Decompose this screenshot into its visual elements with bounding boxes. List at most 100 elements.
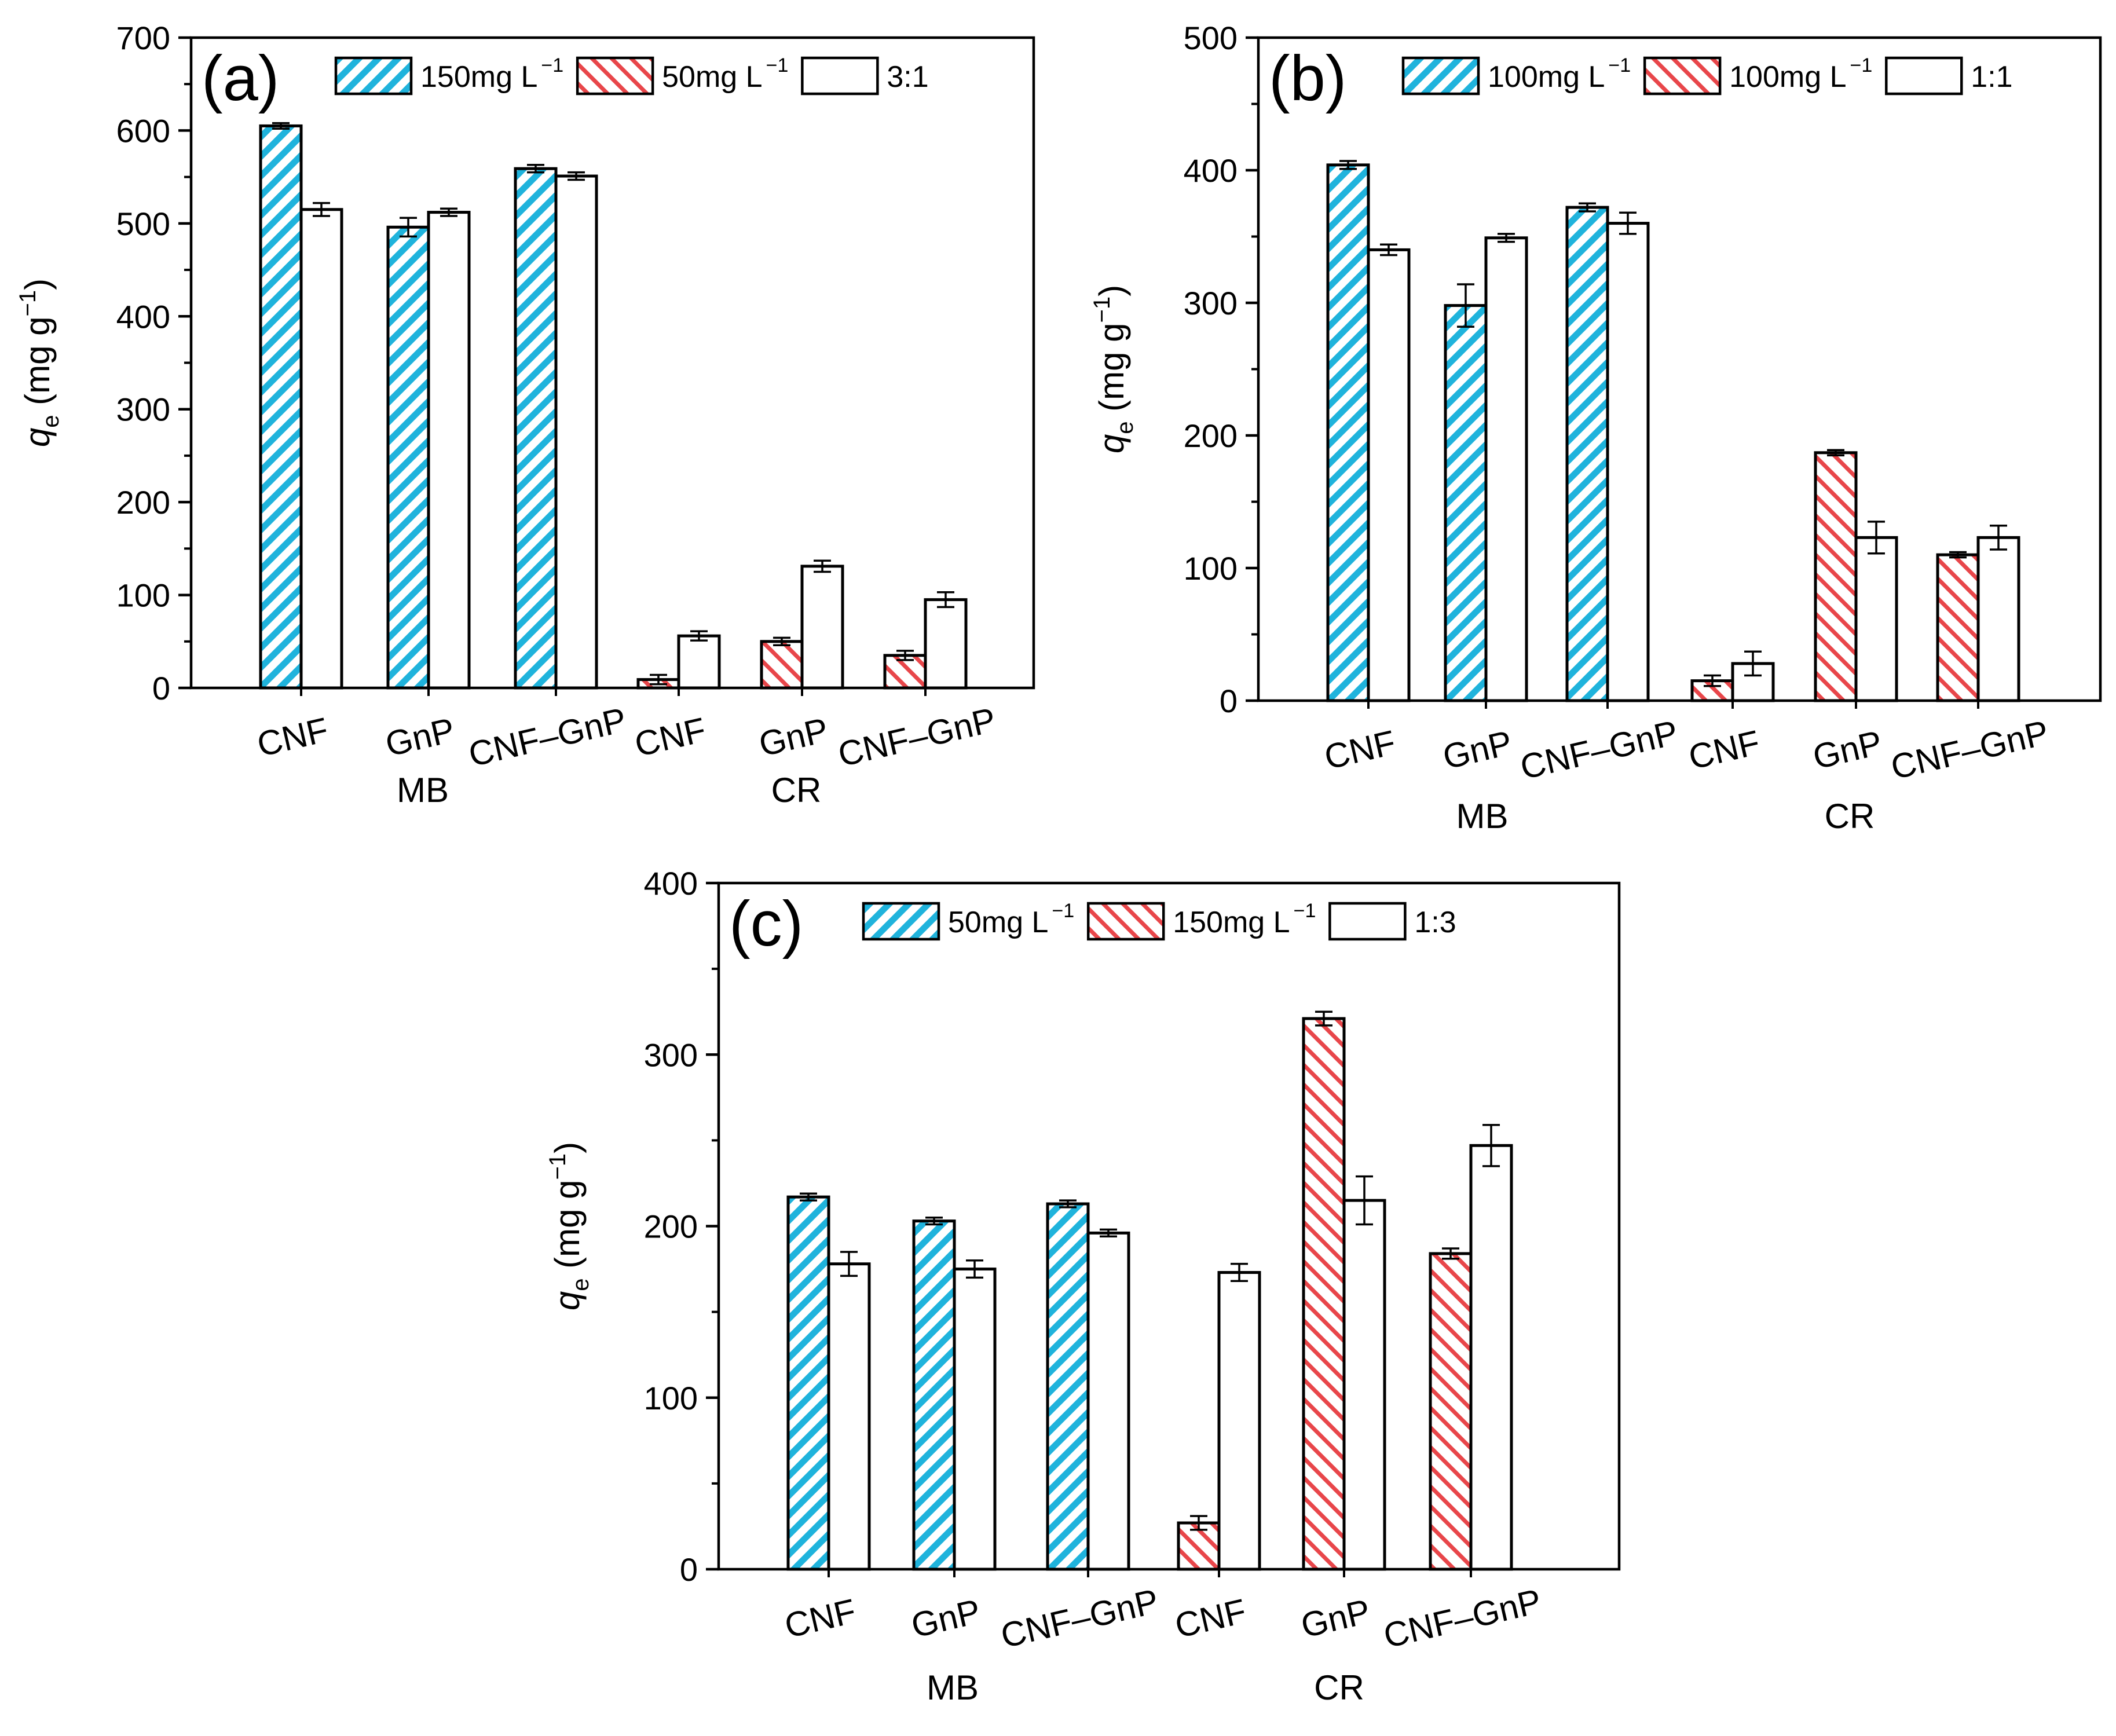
category-label: CNF: [254, 710, 332, 764]
bar-a-2-1: [554, 174, 598, 690]
category-label: CNF–GnP: [1517, 713, 1682, 787]
error-bar: [568, 171, 585, 181]
y-tick-label: 100: [1184, 550, 1238, 587]
bar-b-4-0: [1814, 451, 1858, 702]
legend: 150mg L −1 50mg L −1 3:1: [334, 54, 929, 96]
category-label: CNF: [1172, 1592, 1250, 1646]
category-label: CNF–GnP: [1380, 1581, 1545, 1656]
legend-swatch: [1328, 902, 1407, 941]
bar-c-2-0: [1046, 1202, 1090, 1571]
bar-b-0-0: [1326, 163, 1370, 702]
bar-c-4-0: [1302, 1017, 1346, 1571]
legend-swatch: [1885, 56, 1963, 96]
error-bar: [1100, 1228, 1117, 1238]
bar-b-1-1: [1484, 236, 1528, 702]
y-tick-label: 500: [116, 206, 170, 242]
error-bar: [1231, 1262, 1248, 1283]
bar-b-2-0: [1565, 206, 1609, 702]
bar-b-5-1: [1976, 536, 2020, 702]
group-label: MB: [397, 771, 449, 810]
y-axis-label: qe (mg g−1): [545, 1142, 594, 1310]
error-bar: [966, 1259, 983, 1279]
error-bar: [1315, 1010, 1332, 1027]
y-tick-label: 0: [680, 1551, 698, 1588]
error-bar: [1457, 283, 1474, 328]
group-label: CR: [1825, 797, 1875, 836]
y-tick-label: 400: [644, 865, 698, 902]
legend-label: 3:1: [887, 60, 928, 94]
y-tick-label: 100: [116, 577, 170, 614]
y-axis-label: qe (mg g−1): [15, 279, 64, 447]
bar-c-2-1: [1086, 1231, 1130, 1571]
bar-c-0-0: [786, 1195, 830, 1571]
error-bar: [1579, 202, 1596, 213]
error-bar: [1990, 524, 2007, 551]
panel-label: (c): [729, 888, 803, 959]
legend-label: 100mg L: [1729, 60, 1846, 94]
error-bar: [690, 630, 708, 642]
y-tick-label: 600: [116, 112, 170, 149]
category-label: CNF–GnP: [1887, 713, 2052, 787]
error-bar: [800, 1192, 817, 1202]
error-bar: [1949, 551, 1967, 559]
bar-c-5-0: [1429, 1252, 1473, 1571]
group-label: MB: [1456, 797, 1509, 836]
error-bar: [1704, 674, 1721, 687]
error-bar: [925, 1216, 943, 1226]
category-label: CNF: [631, 710, 709, 764]
error-bar: [1339, 160, 1357, 170]
error-bar: [400, 217, 417, 238]
category-label: GnP: [1297, 1592, 1374, 1645]
bar-a-4-1: [800, 565, 844, 690]
bar-b-4-1: [1854, 536, 1898, 702]
error-bar: [313, 202, 330, 217]
category-label: GnP: [907, 1592, 984, 1645]
y-axis-label: qe (mg g−1): [1089, 285, 1138, 453]
legend: 100mg L −1 100mg L −1 1:1: [1401, 54, 2013, 96]
legend-label: 150mg L: [1173, 906, 1290, 939]
group-label: CR: [771, 771, 822, 810]
bar-b-5-0: [1936, 553, 1980, 702]
error-bar: [814, 559, 831, 573]
bar-c-5-1: [1469, 1144, 1513, 1571]
y-tick-label: 200: [116, 484, 170, 521]
category-label: GnP: [382, 710, 458, 764]
category-label: CNF–GnP: [465, 700, 630, 774]
error-bar: [1380, 243, 1397, 257]
category-label: GnP: [755, 710, 832, 764]
error-bar: [1498, 233, 1515, 243]
y-axis-label-text: qe (mg g−1): [545, 1142, 594, 1310]
bar-a-0-1: [299, 208, 343, 690]
legend-swatch: [862, 902, 940, 941]
error-bar: [1442, 1247, 1459, 1260]
legend-label: 50mg L: [948, 906, 1048, 939]
legend-label: 1:1: [1971, 60, 2012, 94]
y-tick-label: 300: [644, 1037, 698, 1073]
category-label: CNF–GnP: [997, 1581, 1162, 1656]
error-bar: [773, 636, 790, 646]
y-tick-label: 500: [1184, 20, 1238, 56]
y-tick-label: 400: [1184, 152, 1238, 189]
legend-swatch: [576, 56, 654, 96]
bar-b-2-1: [1606, 222, 1650, 702]
panel-label: (a): [202, 43, 279, 114]
legend-label: 50mg L: [662, 60, 762, 94]
bar-c-4-1: [1342, 1199, 1386, 1571]
legend-label: 1:3: [1414, 906, 1456, 939]
error-bar: [1190, 1515, 1207, 1531]
category-label: CNF: [1321, 723, 1399, 777]
y-tick-label: 0: [1220, 683, 1238, 719]
legend-label-sup: −1: [1294, 900, 1316, 922]
y-tick-label: 300: [116, 391, 170, 428]
category-label: CNF: [1685, 723, 1763, 777]
y-tick-label: 100: [644, 1380, 698, 1416]
legend-swatch: [334, 56, 413, 96]
y-axis-label-text: qe (mg g−1): [1089, 285, 1138, 453]
panel-label: (b): [1269, 43, 1346, 114]
y-tick-label: 400: [116, 298, 170, 335]
error-bar: [650, 673, 667, 686]
bar-b-0-1: [1367, 248, 1411, 702]
